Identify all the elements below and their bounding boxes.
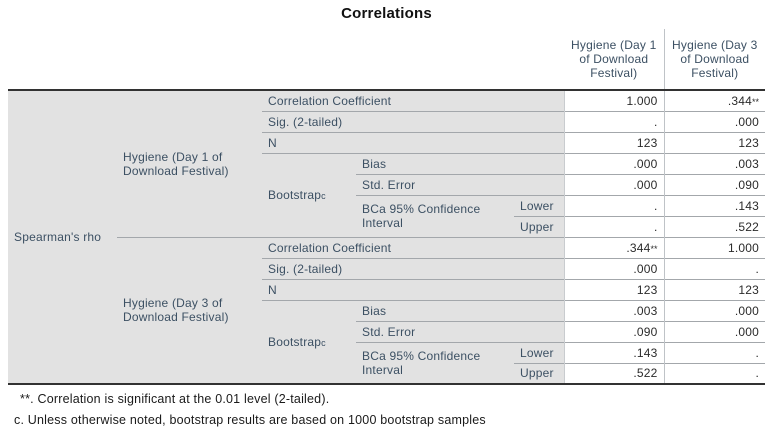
value-text: 1.000 <box>626 93 658 108</box>
value-text: 1.000 <box>728 240 760 255</box>
value-cell: 123 <box>663 131 766 153</box>
value-cell: .000 <box>663 110 766 132</box>
row-group-label: Spearman's rho <box>8 89 117 384</box>
table-footnotes: **. Correlation is significant at the 0.… <box>8 392 765 427</box>
value-cell: . <box>563 110 665 132</box>
variable-label-day1: Hygiene (Day 1 of Download Festival) <box>117 89 262 237</box>
bootstrap-label: Bootstrapc <box>262 299 356 384</box>
value-cell: .344** <box>563 236 665 258</box>
stat-label: Std. Error <box>356 173 565 195</box>
table-row: Spearman's rho Hygiene (Day 1 of Downloa… <box>8 89 766 384</box>
table-row: BCa 95% Confidence Interval Lower .143 . <box>8 341 766 384</box>
variable-label-day3: Hygiene (Day 3 of Download Festival) <box>117 236 262 384</box>
table-row: Sig. (2-tailed) .000 . <box>8 257 766 279</box>
column-header-day1: Hygiene (Day 1 of Download Festival) <box>564 29 665 91</box>
stat-label: Sig. (2-tailed) <box>262 257 565 279</box>
stat-label: Bias <box>356 299 565 321</box>
bootstrap-label-text: Bootstrap <box>268 188 322 202</box>
bootstrap-footnote-marker: c <box>321 337 326 348</box>
table-header-row: Hygiene (Day 1 of Download Festival) Hyg… <box>8 29 766 91</box>
footnote-bootstrap: c. Unless otherwise noted, bootstrap res… <box>14 413 486 427</box>
significance-marker: ** <box>752 96 760 107</box>
value-cell: .090 <box>563 320 665 342</box>
value-cell: .522 <box>663 215 766 237</box>
table-row: BCa 95% Confidence Interval Lower . .143 <box>8 194 766 237</box>
value-cell: .003 <box>563 299 665 321</box>
stat-label: Std. Error <box>356 320 565 342</box>
correlations-table: Hygiene (Day 1 of Download Festival) Hyg… <box>8 29 766 385</box>
bootstrap-label: Bootstrapc <box>262 152 356 237</box>
stat-label: N <box>262 278 565 300</box>
stat-label: Lower <box>514 341 565 363</box>
value-cell: . <box>663 257 766 279</box>
bootstrap-footnote-marker: c <box>321 191 326 201</box>
stat-label: Correlation Coefficient <box>262 89 565 111</box>
value-cell: .000 <box>663 299 766 321</box>
table-row: N 123 123 <box>8 131 766 153</box>
stat-label: Upper <box>514 362 565 384</box>
table-title: Correlations <box>341 5 432 22</box>
value-cell: 1.000 <box>563 89 665 111</box>
table-row: Bootstrapc Bias .003 .000 <box>8 299 766 384</box>
bca-interval-label: BCa 95% Confidence Interval <box>356 341 514 384</box>
value-cell: 123 <box>563 278 665 300</box>
stat-label: Lower <box>514 194 565 216</box>
table-row: Std. Error .000 .090 <box>8 173 766 195</box>
bootstrap-label-text: Bootstrap <box>268 334 322 349</box>
spss-output-viewer: Correlations Hygiene (Day 1 of Download … <box>8 0 766 427</box>
value-cell: .090 <box>663 173 766 195</box>
stat-label: Bias <box>356 152 565 174</box>
value-text: .344 <box>727 93 753 108</box>
value-text: .344 <box>626 240 651 255</box>
footnote-significance: **. Correlation is significant at the 0.… <box>20 392 330 406</box>
value-cell: 1.000 <box>663 236 766 258</box>
value-cell: .522 <box>563 362 665 384</box>
table-row: Upper .522 . <box>8 362 766 384</box>
value-cell: . <box>663 341 766 363</box>
table-row: N 123 123 <box>8 278 766 300</box>
value-cell: . <box>563 215 665 237</box>
stat-label: Upper <box>514 215 565 237</box>
value-cell: .000 <box>663 320 766 342</box>
table-row: Hygiene (Day 3 of Download Festival) Cor… <box>8 236 766 384</box>
table-row: Upper . .522 <box>8 215 766 237</box>
value-cell: .000 <box>563 152 665 174</box>
header-corner-cell <box>8 29 565 91</box>
value-cell: .143 <box>663 194 766 216</box>
value-cell: .000 <box>563 173 665 195</box>
value-cell: . <box>563 194 665 216</box>
bca-interval-label: BCa 95% Confidence Interval <box>356 194 514 237</box>
value-cell: .003 <box>663 152 766 174</box>
table-row: Bootstrapc Bias .000 .003 <box>8 152 766 237</box>
column-header-day3: Hygiene (Day 3 of Download Festival) <box>663 29 766 91</box>
significance-marker: ** <box>650 243 658 254</box>
table-row: Sig. (2-tailed) . .000 <box>8 110 766 132</box>
stat-label: N <box>262 131 565 153</box>
table-row: Std. Error .090 .000 <box>8 320 766 342</box>
value-cell: 123 <box>563 131 665 153</box>
value-cell: .000 <box>563 257 665 279</box>
stat-label: Sig. (2-tailed) <box>262 110 565 132</box>
value-cell: . <box>663 362 766 384</box>
value-cell: 123 <box>663 278 766 300</box>
value-cell: .143 <box>563 341 665 363</box>
value-cell: .344** <box>663 89 766 111</box>
stat-label: Correlation Coefficient <box>262 236 565 258</box>
